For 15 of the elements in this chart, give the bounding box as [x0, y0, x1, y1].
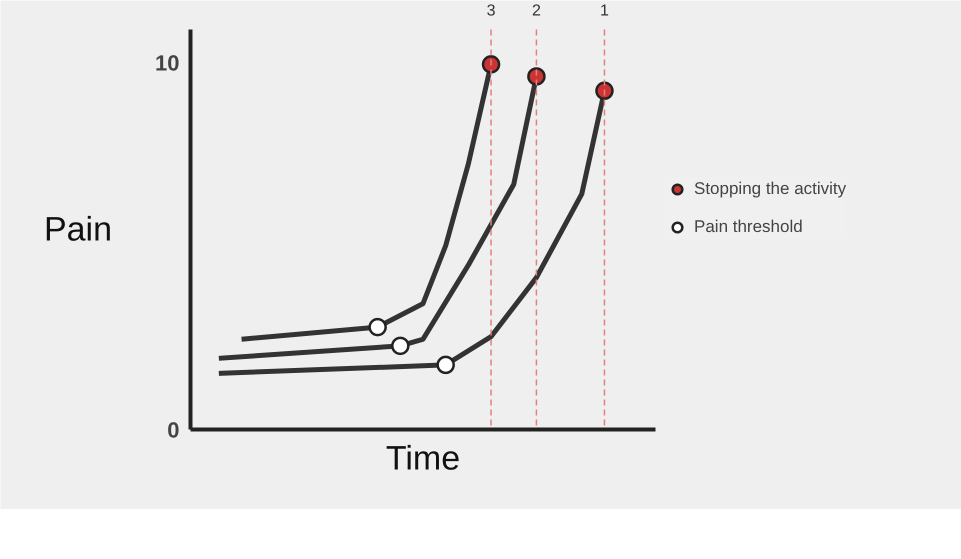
x-tick-label: 1 [600, 2, 610, 20]
y-tick-label: 0 [167, 418, 180, 442]
x-tick-label: 3 [486, 2, 496, 20]
point [436, 356, 455, 374]
point [595, 82, 614, 100]
x-tick-label: 2 [532, 2, 541, 20]
y-tick-label: 10 [155, 50, 180, 76]
legend-label: Pain threshold [694, 217, 803, 237]
x-axis-title: Time [386, 440, 460, 478]
point [527, 67, 546, 86]
point [368, 318, 387, 336]
legend-label: Stopping the activity [694, 179, 846, 199]
point [482, 55, 500, 74]
y-axis-title: Pain [44, 210, 112, 248]
point [391, 336, 410, 356]
